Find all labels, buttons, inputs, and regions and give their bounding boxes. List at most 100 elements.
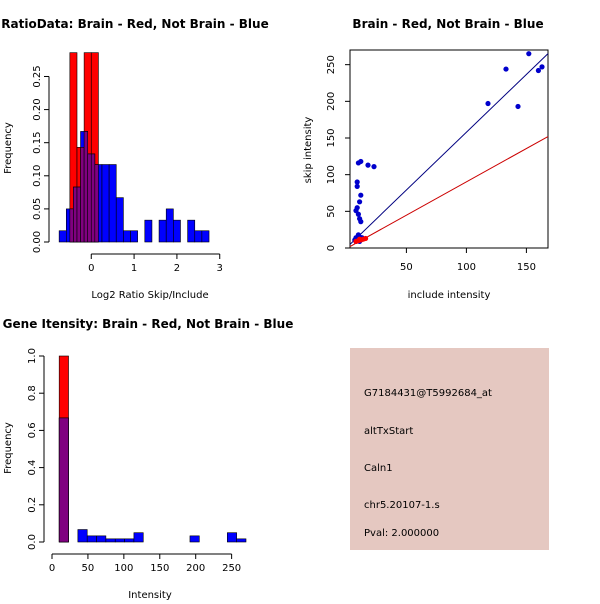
y-tick-label: 0.20 (32, 98, 43, 120)
y-tick-label: 0.0 (27, 534, 38, 550)
intensity-scatter-ylabel: skip intensity (303, 117, 314, 184)
overlap-bar (90, 153, 96, 243)
gene-intensity-histogram-bars (58, 355, 247, 543)
not-brain-bar (96, 535, 107, 543)
not-brain-bar (236, 538, 247, 543)
not-brain-bar (227, 532, 237, 543)
y-tick-label: 0.2 (27, 497, 38, 513)
scatter-point (365, 162, 371, 168)
gene-name-text: Caln1 (364, 463, 393, 474)
overlap-bar (80, 147, 85, 243)
y-tick-label: 0.05 (32, 198, 43, 220)
not-brain-bar (173, 219, 181, 243)
intensity-scatter-points (352, 51, 545, 244)
scatter-point (371, 164, 377, 170)
not-brain-bar (115, 197, 124, 243)
ratio-histogram-panel: RatioData: Brain - Red, Not Brain - Blue… (1, 17, 268, 301)
y-tick-label: 200 (326, 92, 337, 111)
ratio-histogram-axes: 0 1 2 3 0.00 0.05 0.10 0.15 0.20 0.25 (32, 65, 223, 274)
locus-text: chr5.20107-1.s (364, 500, 440, 511)
scatter-point (363, 235, 369, 242)
intensity-scatter-panel: Brain - Red, Not Brain - Blue include in… (303, 17, 549, 301)
x-tick-label: 150 (517, 262, 536, 273)
y-tick-label: 0.00 (32, 231, 43, 253)
scatter-point (535, 67, 542, 74)
not-brain-bar (133, 532, 144, 543)
overlap-bar (87, 153, 92, 243)
scatter-point (353, 208, 359, 214)
scatter-point (355, 211, 361, 217)
event-type-text: altTxStart (364, 426, 413, 437)
scatter-point (526, 51, 532, 57)
not-brain-bar (105, 538, 116, 543)
not-brain-bar (187, 219, 196, 243)
probe-info-panel: G7184431@T5992684_at altTxStart Caln1 ch… (350, 348, 549, 550)
not-brain-bar (189, 535, 200, 543)
scatter-point (515, 103, 521, 110)
not-brain-bar (144, 219, 153, 243)
x-tick-label: 150 (150, 563, 169, 574)
ratio-histogram-bars (58, 52, 210, 243)
overlap-bar (83, 131, 89, 243)
x-tick-label: 3 (217, 263, 223, 274)
intensity-scatter-xlabel: include intensity (408, 290, 491, 301)
gene-intensity-histogram-xlabel: Intensity (128, 590, 172, 600)
scatter-point (357, 236, 363, 242)
not-brain-bar (58, 230, 67, 243)
ratio-histogram-ylabel: Frequency (3, 122, 14, 174)
probe-id-text: G7184431@T5992684_at (364, 388, 492, 399)
scatter-point (354, 183, 360, 189)
x-tick-label: 2 (174, 263, 180, 274)
y-tick-label: 0.6 (27, 422, 38, 438)
y-tick-label: 0.4 (27, 460, 38, 476)
y-tick-label: 0.10 (32, 165, 43, 187)
scatter-point (485, 100, 491, 107)
scatter-point (358, 192, 364, 198)
x-tick-label: 0 (49, 563, 55, 574)
scatter-point (354, 179, 360, 185)
pval-text: Pval: 2.000000 (364, 528, 439, 539)
scatter-point (357, 199, 363, 205)
gene-intensity-histogram-title: Gene Itensity: Brain - Red, Not Brain - … (3, 317, 294, 331)
y-tick-label: 100 (326, 165, 337, 184)
y-tick-label: 0.25 (32, 65, 43, 87)
y-tick-label: 0.15 (32, 132, 43, 154)
y-tick-label: 0.8 (27, 385, 38, 401)
not-brain-bar (114, 538, 125, 543)
y-tick-label: 150 (326, 128, 337, 147)
y-tick-label: 1.0 (27, 348, 38, 364)
y-tick-label: 250 (326, 55, 337, 74)
x-tick-label: 100 (457, 262, 476, 273)
x-tick-label: 1 (131, 263, 137, 274)
y-tick-label: 0 (326, 245, 337, 251)
overlap-bar (73, 186, 78, 243)
ratio-histogram-title: RatioData: Brain - Red, Not Brain - Blue (1, 17, 268, 31)
x-tick-label: 100 (114, 563, 133, 574)
not-brain-bar (130, 230, 138, 243)
x-tick-label: 50 (400, 262, 413, 273)
ratio-histogram-xlabel: Log2 Ratio Skip/Include (91, 290, 208, 301)
intensity-scatter-plot-box (349, 49, 549, 249)
gene-intensity-histogram-axes: 0 50 100 150 200 250 0.0 0.2 0.4 0.6 0.8 1.0 (27, 348, 241, 574)
not-brain-bar (86, 535, 97, 543)
intensity-scatter-title: Brain - Red, Not Brain - Blue (352, 17, 543, 31)
y-tick-label: 50 (326, 205, 337, 218)
scatter-point (539, 64, 545, 70)
not-brain-bar (77, 529, 88, 543)
fit-line (349, 53, 549, 245)
scatter-point (358, 219, 364, 225)
not-brain-bar (165, 208, 174, 243)
gene-intensity-histogram-ylabel: Frequency (3, 422, 14, 474)
gene-intensity-histogram-panel: Gene Itensity: Brain - Red, Not Brain - … (3, 317, 294, 601)
x-tick-label: 250 (222, 563, 241, 574)
x-tick-label: 50 (82, 563, 95, 574)
not-brain-bar (124, 538, 135, 543)
overlap-bar (69, 208, 74, 243)
overlap-bar (76, 186, 81, 243)
intensity-scatter-fit-lines (349, 53, 549, 247)
overlap-bar (58, 417, 69, 543)
x-tick-label: 200 (186, 563, 205, 574)
not-brain-bar (108, 164, 117, 243)
not-brain-bar (158, 219, 167, 243)
